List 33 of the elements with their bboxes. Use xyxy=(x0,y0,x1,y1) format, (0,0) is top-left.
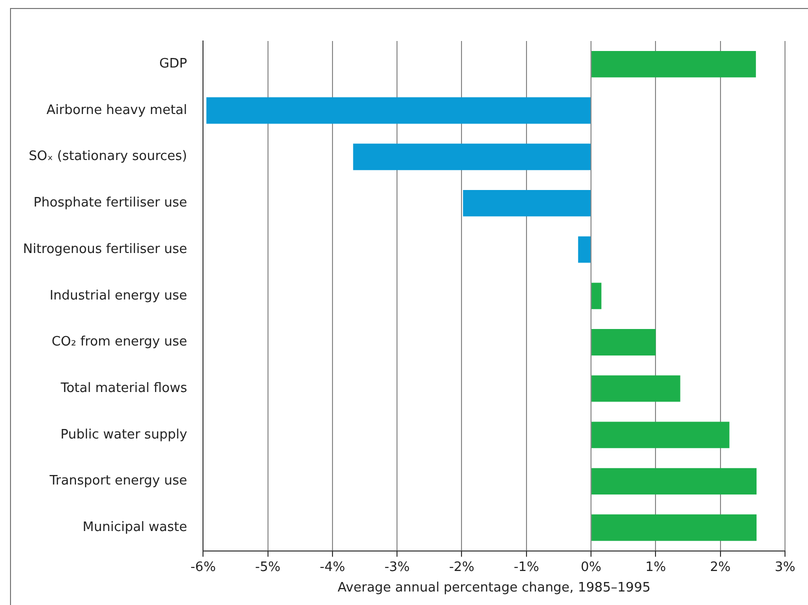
y-tick-label: GDP xyxy=(159,56,188,72)
x-tick-label: -3% xyxy=(384,560,410,575)
bar xyxy=(592,50,756,78)
bar xyxy=(592,514,757,541)
bar xyxy=(592,468,757,494)
bar xyxy=(578,236,591,263)
x-tick-label: -5% xyxy=(255,560,280,575)
y-tick-label: Industrial energy use xyxy=(50,288,188,304)
y-tick-label: Total material flows xyxy=(60,380,188,396)
x-tick-label: -6% xyxy=(190,560,216,575)
bar xyxy=(592,375,680,402)
y-tick-label: Airborne heavy metal xyxy=(46,102,188,118)
y-tick-label: Transport energy use xyxy=(48,474,188,489)
bar xyxy=(353,144,591,170)
x-tick-label: 1% xyxy=(645,560,666,575)
x-tick-label: -1% xyxy=(514,560,540,575)
y-tick-label: Phosphate fertiliser use xyxy=(34,196,188,211)
x-tick-label: 3% xyxy=(774,560,796,575)
x-axis-title: Average annual percentage change, 1985–1995 xyxy=(338,580,650,596)
y-tick-label: CO₂ from energy use xyxy=(52,334,188,350)
x-tick-label: -4% xyxy=(320,560,346,575)
bar xyxy=(592,282,602,310)
y-tick-label: Municipal waste xyxy=(82,520,188,535)
x-tick-label: -2% xyxy=(449,560,474,575)
bar xyxy=(592,329,656,356)
y-tick-label: Nitrogenous fertiliser use xyxy=(22,242,188,257)
bar xyxy=(463,190,591,216)
x-tick-label: 2% xyxy=(710,560,731,575)
bar xyxy=(592,422,730,448)
y-tick-label: Public water supply xyxy=(60,427,188,442)
x-tick-label: 0% xyxy=(580,560,602,575)
bar xyxy=(206,97,591,124)
y-tick-label: SOₓ (stationary sources) xyxy=(28,149,188,164)
